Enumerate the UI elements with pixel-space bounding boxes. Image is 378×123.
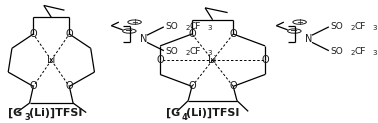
Text: [G: [G [166,107,180,118]
Text: 2: 2 [186,50,190,56]
Text: −: − [290,26,298,36]
Text: O: O [29,81,37,91]
Text: +: + [131,18,138,27]
Text: (Li)]TFSI: (Li)]TFSI [186,107,240,118]
Text: CF: CF [354,22,366,31]
Text: 3: 3 [207,50,211,56]
Text: O: O [229,81,237,91]
Text: 2: 2 [186,25,190,31]
Text: 4: 4 [182,113,188,122]
Text: 3: 3 [24,113,30,122]
Text: Li: Li [47,55,56,65]
Text: SO: SO [331,47,344,56]
Text: O: O [156,55,164,65]
Text: O: O [229,29,237,39]
Text: Li: Li [209,55,217,65]
Text: SO: SO [166,47,178,56]
Text: O: O [65,29,73,39]
Text: +: + [296,18,303,27]
Text: 3: 3 [372,25,376,31]
Text: 3: 3 [207,25,211,31]
Text: SO: SO [166,22,178,31]
Text: [G: [G [8,107,22,118]
Text: CF: CF [189,47,201,56]
Text: O: O [261,55,269,65]
Text: (Li)]TFSI: (Li)]TFSI [29,107,82,118]
Text: N: N [305,34,312,44]
Text: O: O [65,81,73,91]
Text: CF: CF [189,22,201,31]
Text: O: O [29,29,37,39]
Text: 2: 2 [351,25,355,31]
Text: −: − [125,26,133,36]
Text: 3: 3 [372,50,376,56]
Text: SO: SO [331,22,344,31]
Text: CF: CF [354,47,366,56]
Text: O: O [188,81,196,91]
Text: 2: 2 [351,50,355,56]
Text: O: O [188,29,196,39]
Text: N: N [139,34,147,44]
